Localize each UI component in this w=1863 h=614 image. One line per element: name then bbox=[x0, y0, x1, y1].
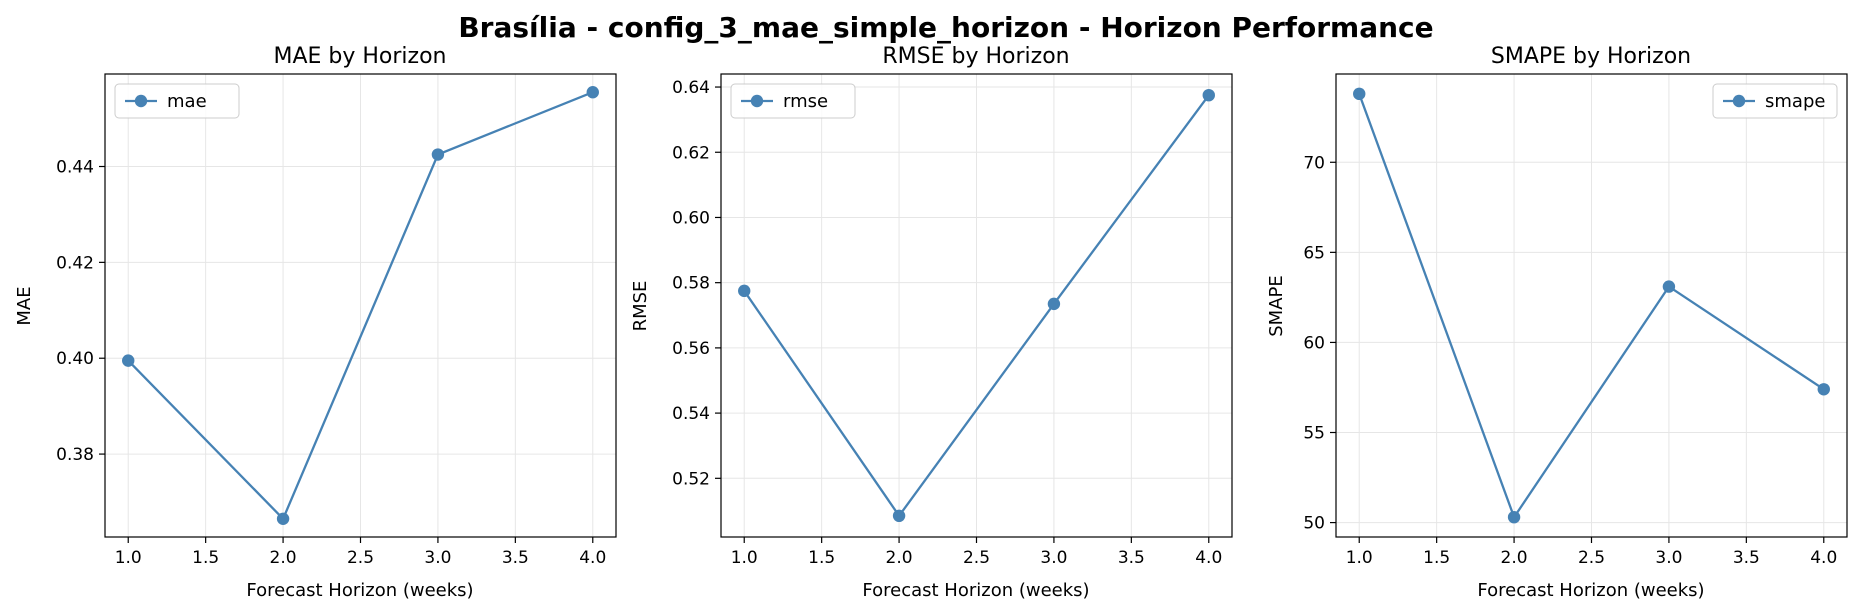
x-tick-label: 3.0 bbox=[424, 548, 451, 568]
y-tick-label: 65 bbox=[1303, 243, 1325, 263]
x-tick-label: 1.0 bbox=[115, 548, 142, 568]
legend: rmse bbox=[730, 83, 856, 119]
y-axis-label: RMSE bbox=[630, 281, 651, 332]
x-tick-label: 1.0 bbox=[731, 548, 758, 568]
chart-title: MAE by Horizon bbox=[273, 44, 446, 69]
legend-label: mae bbox=[167, 91, 207, 112]
figure-title: Brasília - config_3_mae_simple_horizon -… bbox=[458, 11, 1433, 44]
legend: smape bbox=[1712, 83, 1838, 119]
x-tick-label: 1.5 bbox=[1423, 548, 1450, 568]
data-point bbox=[1817, 383, 1830, 396]
plot-frame bbox=[104, 73, 617, 538]
y-tick-label: 55 bbox=[1303, 424, 1325, 444]
legend-box bbox=[730, 83, 856, 119]
x-tick-label: 3.5 bbox=[502, 548, 529, 568]
legend-box bbox=[1712, 83, 1838, 119]
plot-frame bbox=[720, 73, 1233, 538]
y-axis-label: SMAPE bbox=[1266, 275, 1287, 337]
plot-frame bbox=[1335, 73, 1848, 538]
x-tick-label: 1.5 bbox=[808, 548, 835, 568]
data-point bbox=[586, 86, 599, 99]
x-tick-label: 4.0 bbox=[1810, 548, 1837, 568]
legend-marker bbox=[1732, 94, 1746, 108]
data-point bbox=[122, 354, 135, 367]
x-tick-label: 2.0 bbox=[1501, 548, 1528, 568]
y-tick-label: 50 bbox=[1303, 514, 1325, 534]
legend-marker bbox=[750, 94, 764, 108]
legend-label: rmse bbox=[783, 91, 828, 112]
y-tick-label: 0.56 bbox=[672, 339, 710, 359]
y-tick-label: 0.62 bbox=[672, 143, 710, 163]
x-tick-label: 3.0 bbox=[1040, 548, 1067, 568]
y-tick-label: 0.54 bbox=[672, 404, 710, 424]
x-tick-label: 2.0 bbox=[886, 548, 913, 568]
y-tick-label: 0.60 bbox=[672, 208, 710, 228]
y-tick-label: 0.40 bbox=[56, 349, 94, 369]
smape-chart: SMAPE by Horizon Forecast Horizon (weeks… bbox=[1266, 44, 1848, 601]
y-tick-label: 0.38 bbox=[56, 445, 94, 465]
series-line bbox=[1358, 93, 1825, 520]
data-point bbox=[1047, 297, 1061, 311]
data-point bbox=[1662, 280, 1676, 293]
legend: mae bbox=[114, 83, 240, 119]
mae-chart: MAE by Horizon Forecast Horizon (weeks) … bbox=[14, 44, 617, 601]
y-tick-label: 0.58 bbox=[672, 274, 710, 294]
y-tick-label: 70 bbox=[1303, 153, 1325, 173]
x-tick-label: 4.0 bbox=[579, 548, 606, 568]
x-tick-label: 3.0 bbox=[1655, 548, 1682, 568]
y-tick-label: 0.52 bbox=[672, 469, 710, 489]
rmse-chart: RMSE by Horizon Forecast Horizon (weeks)… bbox=[630, 44, 1233, 601]
data-point bbox=[1202, 88, 1215, 102]
y-tick-label: 0.42 bbox=[56, 253, 94, 273]
series-line bbox=[127, 91, 594, 521]
x-tick-label: 2.5 bbox=[347, 548, 374, 568]
legend-label: smape bbox=[1765, 91, 1825, 112]
x-tick-label: 1.5 bbox=[192, 548, 219, 568]
legend-box bbox=[114, 83, 240, 119]
y-axis-label: MAE bbox=[14, 286, 35, 325]
legend-marker bbox=[134, 94, 148, 108]
chart-title: SMAPE by Horizon bbox=[1491, 44, 1691, 69]
x-tick-label: 2.5 bbox=[1578, 548, 1605, 568]
y-tick-label: 0.64 bbox=[672, 78, 710, 98]
x-tick-label: 2.5 bbox=[963, 548, 990, 568]
x-axis-label: Forecast Horizon (weeks) bbox=[1477, 580, 1704, 601]
x-axis-label: Forecast Horizon (weeks) bbox=[246, 580, 473, 601]
y-tick-label: 0.44 bbox=[56, 158, 94, 178]
x-tick-label: 2.0 bbox=[270, 548, 297, 568]
data-point bbox=[738, 284, 751, 298]
data-point bbox=[431, 148, 445, 161]
x-axis-label: Forecast Horizon (weeks) bbox=[862, 580, 1089, 601]
data-point bbox=[276, 512, 290, 525]
data-point bbox=[892, 509, 906, 523]
chart-title: RMSE by Horizon bbox=[882, 44, 1069, 69]
data-point bbox=[1353, 87, 1366, 101]
series-line bbox=[743, 94, 1210, 518]
x-tick-label: 1.0 bbox=[1346, 548, 1373, 568]
data-point bbox=[1507, 510, 1521, 524]
x-tick-label: 4.0 bbox=[1195, 548, 1222, 568]
y-tick-label: 60 bbox=[1303, 333, 1325, 353]
x-tick-label: 3.5 bbox=[1118, 548, 1145, 568]
x-tick-label: 3.5 bbox=[1733, 548, 1760, 568]
